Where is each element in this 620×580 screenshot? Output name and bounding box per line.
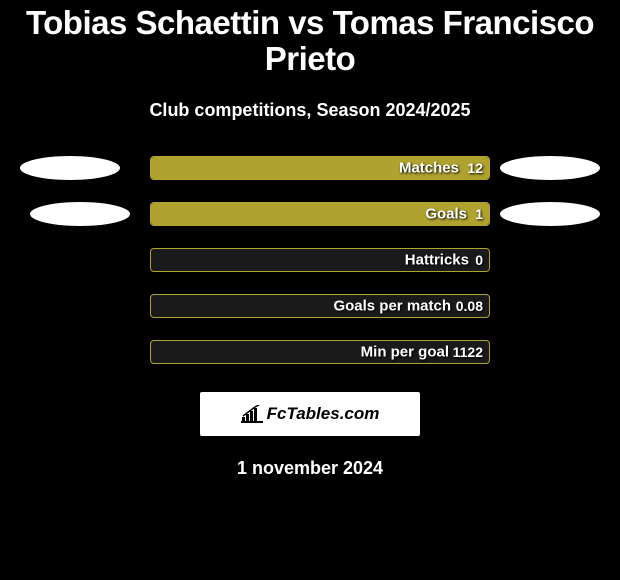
brand-text: FcTables.com (267, 404, 380, 424)
stat-label: Matches (399, 159, 459, 176)
left-ellipse (20, 156, 120, 180)
right-ellipse (500, 202, 600, 226)
stat-value: 0.08 (456, 298, 483, 314)
stat-value: 0 (475, 252, 483, 268)
stat-bar: Goals per match 0.08 (150, 294, 490, 318)
page-title: Tobias Schaettin vs Tomas Francisco Prie… (0, 5, 620, 78)
stat-label: Hattricks (405, 251, 469, 268)
brand-badge[interactable]: FcTables.com (200, 392, 420, 436)
stat-rows: Matches 12 Goals 1 Hattricks 0 Goals per match… (0, 156, 620, 364)
stat-bar: Matches 12 (150, 156, 490, 180)
stat-row: Matches 12 (10, 156, 610, 180)
chart-icon (241, 405, 263, 423)
stat-value: 1122 (453, 344, 483, 360)
stats-comparison-card: Tobias Schaettin vs Tomas Francisco Prie… (0, 0, 620, 479)
right-ellipse (500, 156, 600, 180)
stat-bar: Min per goal1122 (150, 340, 490, 364)
subtitle: Club competitions, Season 2024/2025 (0, 100, 620, 121)
stat-label: Goals (425, 205, 467, 222)
stat-value: 1 (475, 206, 483, 222)
stat-bar: Hattricks 0 (150, 248, 490, 272)
stat-row: Goals 1 (10, 202, 610, 226)
left-ellipse (30, 202, 130, 226)
stat-bar: Goals 1 (150, 202, 490, 226)
stat-value: 12 (467, 160, 483, 176)
stat-label: Goals per match (333, 297, 451, 314)
date-text: 1 november 2024 (0, 458, 620, 479)
stat-row: Goals per match 0.08 (10, 294, 610, 318)
stat-row: Hattricks 0 (10, 248, 610, 272)
stat-row: Min per goal1122 (10, 340, 610, 364)
stat-label: Min per goal (361, 343, 449, 360)
